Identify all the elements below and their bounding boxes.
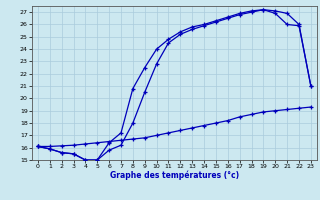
X-axis label: Graphe des températures (°c): Graphe des températures (°c) xyxy=(110,171,239,180)
